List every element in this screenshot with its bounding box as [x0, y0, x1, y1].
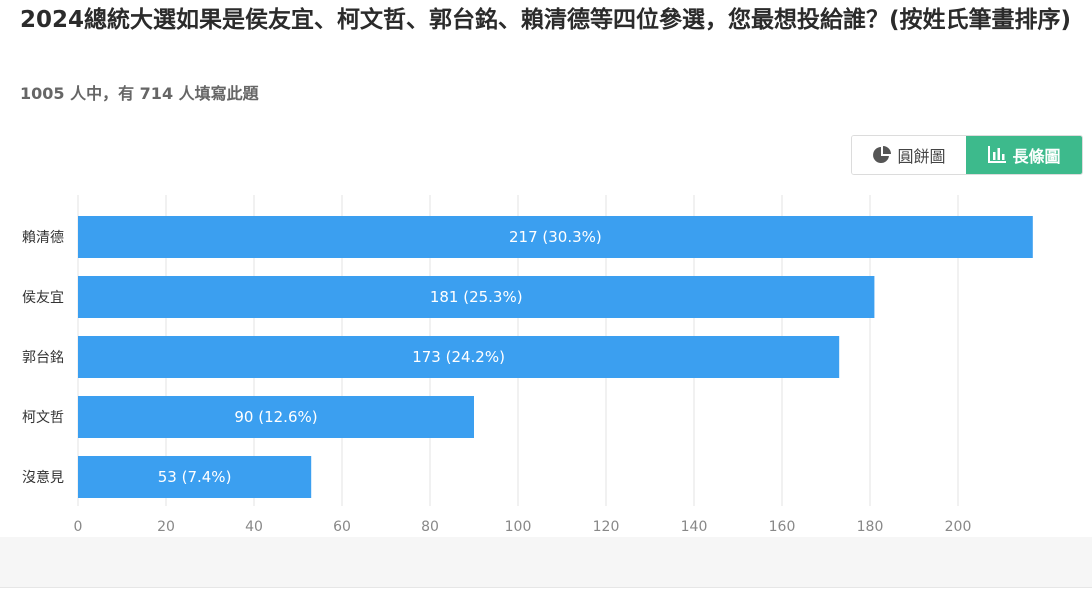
x-tick-label: 100	[505, 519, 532, 535]
x-tick-label: 0	[74, 519, 83, 535]
question-title: 2024總統大選如果是侯友宜、柯文哲、郭台銘、賴清德等四位參選，您最想投給誰？(…	[20, 7, 1072, 33]
bar[interactable]	[78, 216, 1033, 258]
x-tick-label: 20	[157, 519, 175, 535]
bar-data-label: 181 (25.3%)	[430, 288, 523, 306]
chart-type-toggle: 圓餅圖 長條圖	[851, 135, 1083, 175]
bar-chart: 0 20 40 60 80 100 120 140 160 180 200 217 (30.3%) 賴清…	[22, 195, 1033, 535]
x-tick-label: 40	[245, 519, 263, 535]
footer-divider	[0, 587, 1092, 588]
bar[interactable]	[78, 456, 312, 498]
bar-data-label: 90 (12.6%)	[234, 408, 317, 426]
category-label: 侯友宜	[22, 290, 64, 306]
pie-chart-label: 圓餅圖	[897, 147, 946, 166]
bar-data-label: 217 (30.3%)	[509, 228, 602, 246]
bar-chart-icon	[988, 146, 1007, 163]
category-label: 賴清德	[22, 230, 64, 246]
x-tick-label: 80	[421, 519, 439, 535]
bar[interactable]	[78, 336, 840, 378]
pie-chart-icon	[873, 146, 892, 163]
category-label: 柯文哲	[22, 410, 64, 426]
x-tick-label: 180	[857, 519, 884, 535]
bar-data-label: 173 (24.2%)	[412, 348, 505, 366]
x-tick-label: 60	[333, 519, 351, 535]
bar[interactable]	[78, 276, 875, 318]
pie-chart-button[interactable]: 圓餅圖	[852, 136, 966, 174]
x-tick-label: 120	[593, 519, 620, 535]
x-tick-label: 200	[945, 519, 972, 535]
category-label: 郭台銘	[22, 349, 64, 366]
bar[interactable]	[78, 396, 474, 438]
footer-band	[0, 537, 1092, 587]
bar-chart-button[interactable]: 長條圖	[966, 136, 1082, 174]
bar-chart-label: 長條圖	[1012, 147, 1061, 166]
x-tick-label: 160	[769, 519, 796, 535]
bar-data-label: 53 (7.4%)	[158, 468, 232, 486]
x-tick-label: 140	[681, 519, 708, 535]
category-label: 沒意見	[22, 469, 64, 486]
response-count: 1005 人中，有 714 人填寫此題	[20, 84, 259, 103]
